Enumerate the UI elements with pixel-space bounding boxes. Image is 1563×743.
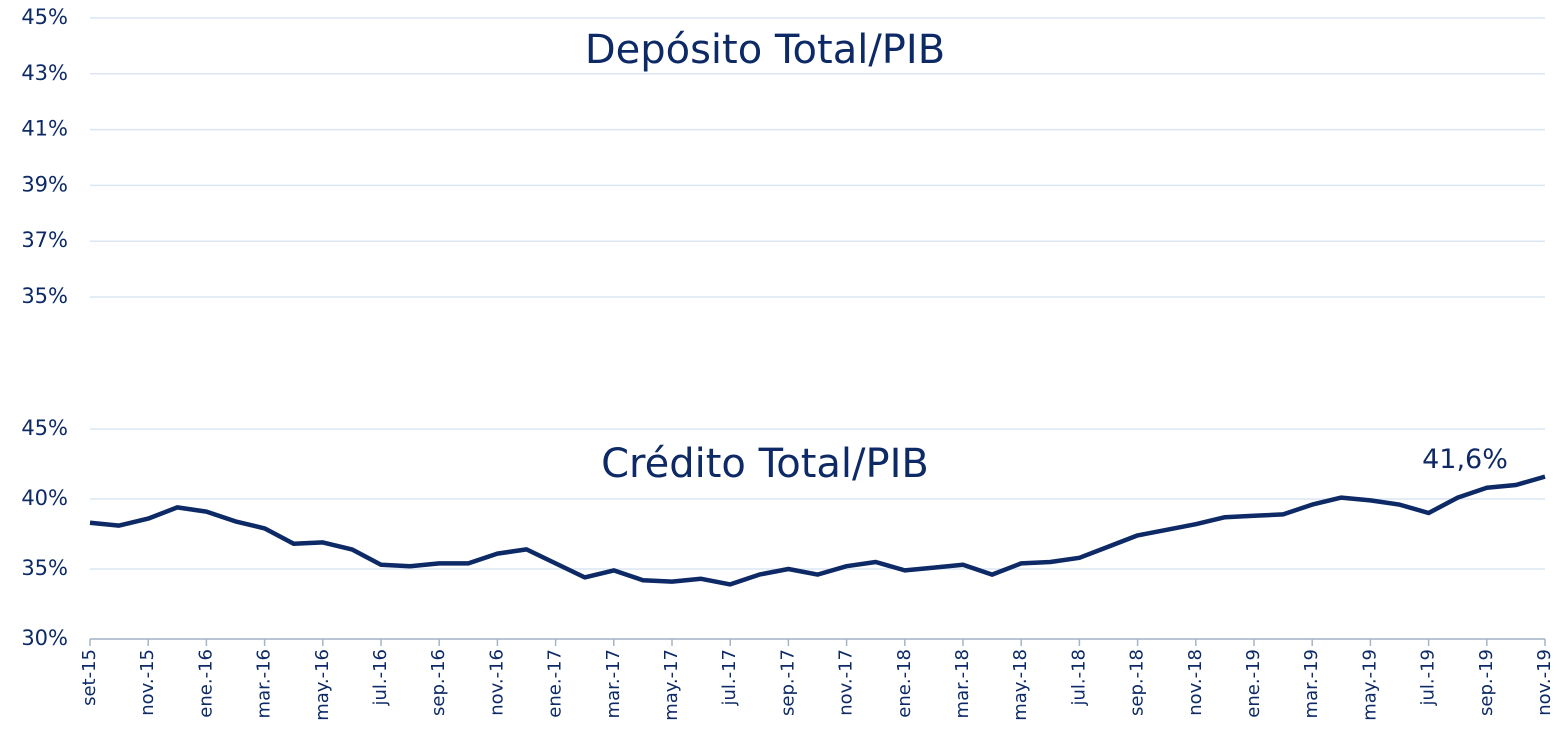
x-tick-label: jul.-17 — [719, 649, 740, 707]
x-tick-label: jul.-18 — [1068, 649, 1089, 707]
y-tick-label: 37% — [21, 228, 68, 252]
x-tick-label: may.-17 — [661, 649, 682, 721]
x-tick-label: set-15 — [79, 649, 100, 706]
y-tick-label: 35% — [21, 284, 68, 308]
y-tick-label: 35% — [21, 556, 68, 580]
x-tick-label: may.-19 — [1359, 649, 1380, 721]
x-tick-label: nov.-17 — [836, 649, 857, 716]
y-tick-label: 41% — [21, 117, 68, 141]
y-tick-label: 40% — [21, 486, 68, 510]
x-tick-label: nov.-18 — [1185, 649, 1206, 716]
x-tick-label: nov.-15 — [137, 649, 158, 716]
x-tick-label: sep.-19 — [1476, 649, 1497, 716]
chart-title: Crédito Total/PIB — [601, 441, 929, 487]
x-tick-label: sep.-17 — [777, 649, 798, 716]
x-tick-label: sep.-16 — [428, 649, 449, 716]
x-tick-label: ene.-17 — [545, 649, 566, 718]
x-tick-label: mar.-18 — [952, 649, 973, 718]
y-tick-label: 39% — [21, 172, 68, 196]
x-tick-label: nov.-16 — [486, 649, 507, 716]
series-line — [89, 474, 1546, 587]
data-label: 41,6% — [1422, 444, 1508, 475]
x-tick-label: may.-16 — [312, 649, 333, 721]
x-tick-label: may.-18 — [1010, 649, 1031, 721]
x-tick-label: ene.-19 — [1243, 649, 1264, 718]
x-tick-label: sep.-18 — [1127, 649, 1148, 716]
x-tick-label: mar.-19 — [1301, 649, 1322, 718]
x-tick-label: jul.-16 — [370, 649, 391, 707]
x-tick-label: mar.-17 — [603, 649, 624, 718]
x-tick-label: jul.-19 — [1418, 649, 1439, 707]
x-tick-label: ene.-18 — [894, 649, 915, 718]
y-tick-label: 45% — [21, 5, 68, 29]
x-tick-label: nov.-19 — [1534, 649, 1555, 716]
y-tick-label: 30% — [21, 626, 68, 650]
x-tick-label: mar.-16 — [254, 649, 275, 718]
y-tick-label: 43% — [21, 61, 68, 85]
chart-title: Depósito Total/PIB — [585, 27, 945, 73]
x-tick-label: ene.-16 — [195, 649, 216, 718]
y-tick-label: 45% — [21, 416, 68, 440]
